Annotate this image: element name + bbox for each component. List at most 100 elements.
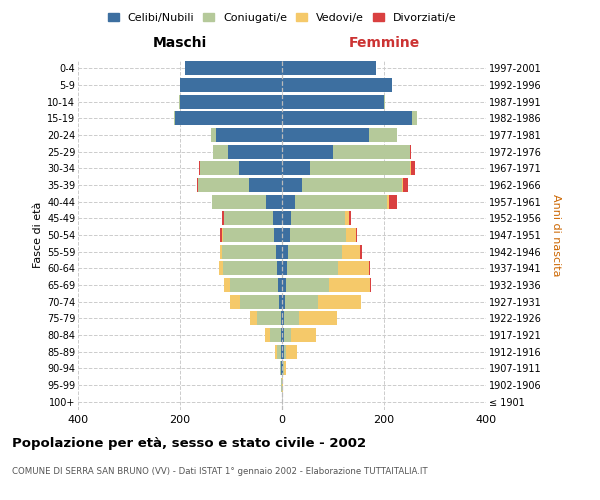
Bar	[280, 361, 281, 376]
Bar	[282, 328, 284, 342]
Bar	[223, 211, 224, 226]
Text: COMUNE DI SERRA SAN BRUNO (VV) - Dati ISTAT 1° gennaio 2002 - Elaborazione TUTTA: COMUNE DI SERRA SAN BRUNO (VV) - Dati IS…	[12, 468, 428, 476]
Bar	[370, 278, 371, 292]
Bar	[410, 162, 415, 175]
Bar	[283, 361, 284, 376]
Bar	[265, 328, 270, 342]
Bar	[302, 178, 402, 192]
Bar	[185, 62, 282, 76]
Bar	[295, 194, 386, 209]
Bar	[197, 178, 198, 192]
Bar	[175, 112, 282, 126]
Bar	[220, 244, 223, 259]
Bar	[288, 244, 341, 259]
Bar	[281, 344, 282, 359]
Bar	[282, 244, 288, 259]
Bar	[230, 278, 278, 292]
Bar	[318, 294, 361, 308]
Bar	[266, 194, 282, 209]
Bar	[223, 244, 276, 259]
Bar	[280, 294, 282, 308]
Text: Maschi: Maschi	[153, 36, 207, 50]
Bar	[310, 162, 410, 175]
Bar	[229, 144, 282, 159]
Bar	[410, 144, 411, 159]
Bar	[282, 228, 290, 242]
Bar	[211, 128, 216, 142]
Bar	[282, 162, 310, 175]
Bar	[180, 94, 282, 109]
Bar	[223, 261, 277, 276]
Bar	[282, 278, 286, 292]
Bar	[281, 311, 282, 326]
Bar	[287, 261, 338, 276]
Bar	[286, 344, 298, 359]
Bar	[282, 112, 412, 126]
Bar	[402, 178, 403, 192]
Bar	[249, 178, 282, 192]
Bar	[282, 94, 384, 109]
Bar	[333, 144, 410, 159]
Bar	[403, 178, 409, 192]
Bar	[277, 344, 281, 359]
Bar	[257, 311, 281, 326]
Bar	[384, 94, 385, 109]
Bar	[341, 244, 359, 259]
Bar	[282, 128, 369, 142]
Bar	[359, 244, 362, 259]
Bar	[389, 194, 397, 209]
Bar	[345, 211, 349, 226]
Bar	[284, 311, 299, 326]
Bar	[286, 278, 329, 292]
Bar	[273, 211, 282, 226]
Bar	[282, 62, 376, 76]
Bar	[284, 361, 286, 376]
Bar	[224, 211, 273, 226]
Bar	[213, 144, 229, 159]
Bar	[198, 178, 249, 192]
Bar	[338, 261, 369, 276]
Bar	[284, 294, 318, 308]
Y-axis label: Fasce di età: Fasce di età	[32, 202, 43, 268]
Bar	[230, 294, 239, 308]
Bar	[239, 294, 280, 308]
Bar	[369, 128, 397, 142]
Bar	[282, 344, 284, 359]
Bar	[274, 228, 282, 242]
Bar	[291, 211, 345, 226]
Bar	[349, 211, 351, 226]
Bar	[290, 228, 346, 242]
Text: Popolazione per età, sesso e stato civile - 2002: Popolazione per età, sesso e stato civil…	[12, 438, 366, 450]
Bar	[174, 112, 175, 126]
Bar	[290, 328, 316, 342]
Bar	[220, 228, 222, 242]
Bar	[386, 194, 389, 209]
Bar	[250, 311, 257, 326]
Bar	[356, 228, 358, 242]
Bar	[212, 194, 266, 209]
Bar	[282, 211, 291, 226]
Bar	[282, 311, 284, 326]
Bar	[284, 344, 286, 359]
Bar	[270, 328, 281, 342]
Bar	[275, 344, 277, 359]
Bar	[282, 194, 295, 209]
Bar	[276, 244, 282, 259]
Bar	[222, 228, 223, 242]
Text: Femmine: Femmine	[349, 36, 419, 50]
Bar	[281, 328, 282, 342]
Bar	[239, 162, 282, 175]
Bar	[216, 128, 282, 142]
Bar	[180, 78, 282, 92]
Bar	[224, 278, 230, 292]
Bar	[282, 294, 284, 308]
Bar	[282, 261, 287, 276]
Bar	[412, 112, 417, 126]
Bar	[282, 78, 392, 92]
Legend: Celibi/Nubili, Coniugati/e, Vedovi/e, Divorziati/e: Celibi/Nubili, Coniugati/e, Vedovi/e, Di…	[106, 10, 458, 25]
Bar	[223, 228, 274, 242]
Bar	[346, 228, 356, 242]
Bar	[200, 162, 239, 175]
Bar	[219, 261, 223, 276]
Bar	[278, 278, 282, 292]
